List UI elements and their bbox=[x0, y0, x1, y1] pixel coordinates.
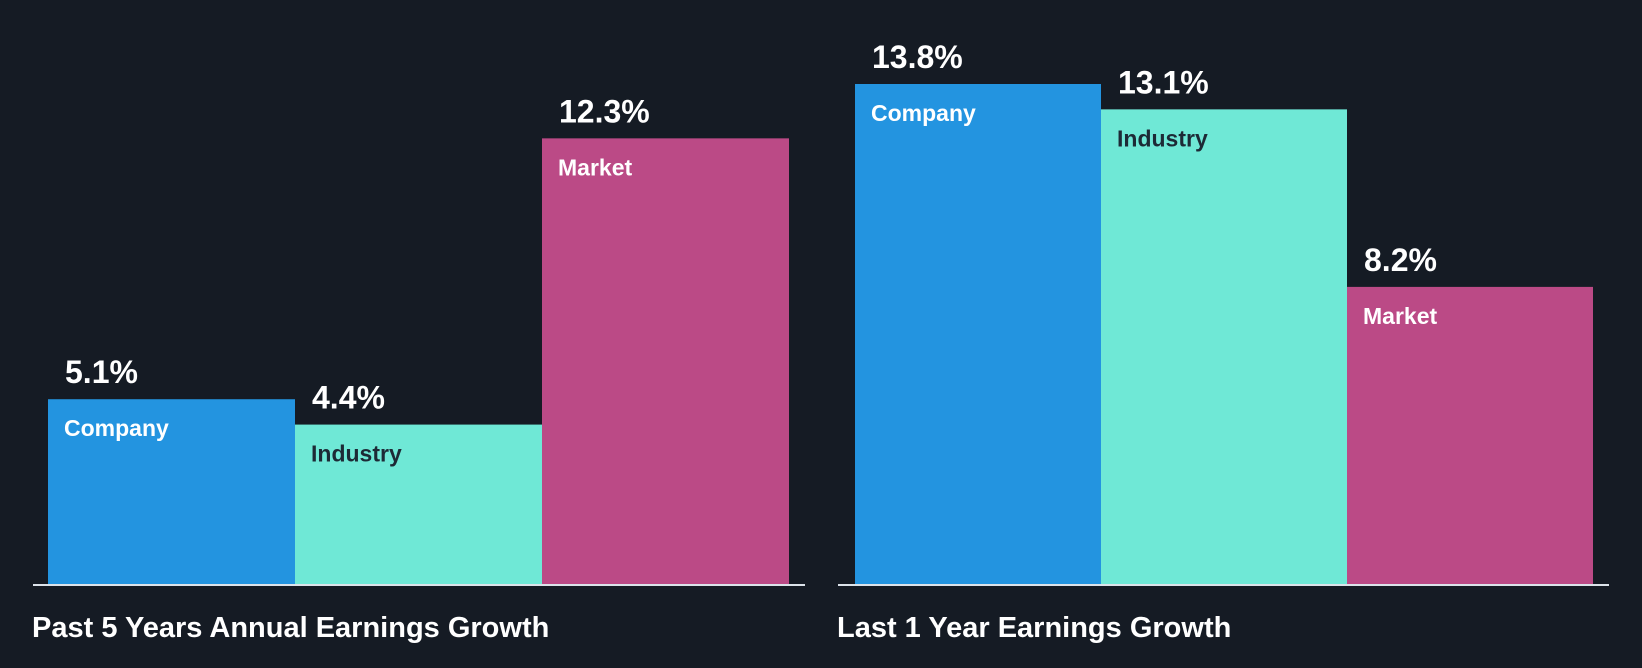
last-1-year-chart-title: Last 1 Year Earnings Growth bbox=[837, 612, 1231, 644]
last-1-year-category-label-market: Market bbox=[1363, 303, 1437, 329]
last-1-year-bar-industry bbox=[1101, 109, 1347, 585]
last-1-year-bar-company bbox=[855, 84, 1101, 584]
past-5-years-value-label-industry: 4.4% bbox=[312, 380, 385, 416]
last-1-year-value-label-company: 13.8% bbox=[872, 39, 963, 75]
past-5-years-value-label-market: 12.3% bbox=[559, 93, 650, 129]
past-5-years-category-label-market: Market bbox=[558, 154, 632, 180]
past-5-years-bar-company bbox=[48, 399, 295, 584]
last-1-year-category-label-industry: Industry bbox=[1117, 125, 1208, 151]
past-5-years-bar-industry bbox=[295, 424, 542, 584]
past-5-years-category-label-industry: Industry bbox=[311, 441, 402, 467]
past-5-years-chart: 5.1% Company 4.4% Industry 12.3% Market Past 5… bbox=[32, 93, 805, 644]
last-1-year-value-label-industry: 13.1% bbox=[1118, 64, 1209, 100]
past-5-years-value-label-company: 5.1% bbox=[65, 354, 138, 390]
last-1-year-value-label-market: 8.2% bbox=[1364, 242, 1437, 278]
past-5-years-chart-title: Past 5 Years Annual Earnings Growth bbox=[32, 612, 549, 644]
last-1-year-category-label-company: Company bbox=[871, 100, 976, 126]
last-1-year-chart: 13.8% Company 13.1% Industry 8.2% Market Last … bbox=[837, 39, 1609, 644]
past-5-years-category-label-company: Company bbox=[64, 415, 169, 441]
past-5-years-bar-market bbox=[542, 138, 789, 584]
last-1-year-bar-market bbox=[1347, 286, 1593, 584]
